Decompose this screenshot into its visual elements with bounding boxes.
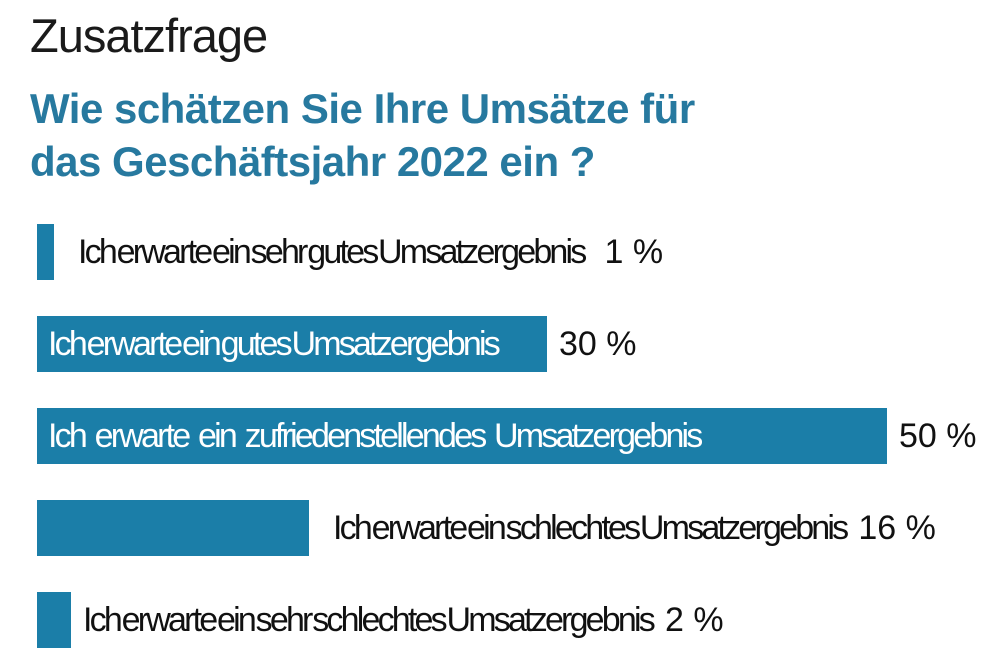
bar-segment <box>37 224 54 280</box>
bar-label: Ich erwarte ein schlechtes Umsatzergebni… <box>333 508 849 547</box>
bar-label: Ich erwarte ein zufriedenstellendes Umsa… <box>48 416 703 455</box>
bar-row-schlecht: Ich erwarte ein schlechtes Umsatzergebni… <box>37 500 988 556</box>
bar-label: Ich erwarte ein sehr gutes Umsatzergebni… <box>78 232 587 271</box>
bar-segment <box>37 500 309 556</box>
bar-value: 2 % <box>664 600 724 639</box>
bar-row-sehr-schlecht: Ich erwarte ein sehr schlechtes Umsatzer… <box>37 592 988 648</box>
bar-label: Ich erwarte ein gutes Umsatzergebnis <box>48 324 501 363</box>
bar-value: 30 % <box>559 324 637 363</box>
bar-segment: Ich erwarte ein zufriedenstellendes Umsa… <box>37 408 887 464</box>
bar-row-zufriedenstellend: Ich erwarte ein zufriedenstellendes Umsa… <box>37 408 988 464</box>
bar-value: 1 % <box>604 232 664 271</box>
bar-segment <box>37 592 71 648</box>
question-line-1: Wie schätzen Sie Ihre Umsätze für <box>30 85 695 132</box>
bar-label: Ich erwarte ein sehr schlechtes Umsatzer… <box>83 600 656 639</box>
question-line-2: das Geschäftsjahr 2022 ein ? <box>30 138 595 185</box>
chart-question: Wie schätzen Sie Ihre Umsätze für das Ges… <box>30 82 988 188</box>
page-title: Zusatzfrage <box>30 9 268 62</box>
bar-row-sehr-gut: Ich erwarte ein sehr gutes Umsatzergebni… <box>37 224 988 280</box>
bar-segment: Ich erwarte ein gutes Umsatzergebnis <box>37 316 547 372</box>
bar-value: 16 % <box>858 508 936 547</box>
bar-row-gut: Ich erwarte ein gutes Umsatzergebnis 30 … <box>37 316 988 372</box>
bar-chart: Ich erwarte ein sehr gutes Umsatzergebni… <box>37 224 988 648</box>
bar-value: 50 % <box>899 416 977 455</box>
